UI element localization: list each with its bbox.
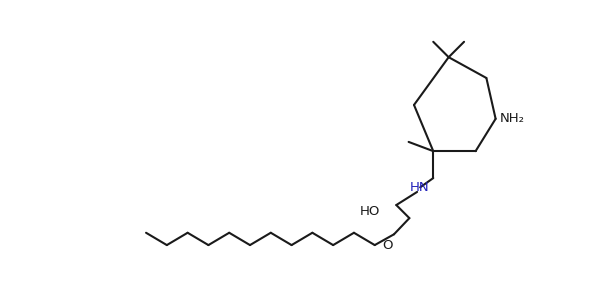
Text: HN: HN bbox=[410, 181, 429, 194]
Text: O: O bbox=[383, 238, 393, 252]
Text: HO: HO bbox=[359, 205, 379, 218]
Text: NH₂: NH₂ bbox=[500, 112, 525, 125]
